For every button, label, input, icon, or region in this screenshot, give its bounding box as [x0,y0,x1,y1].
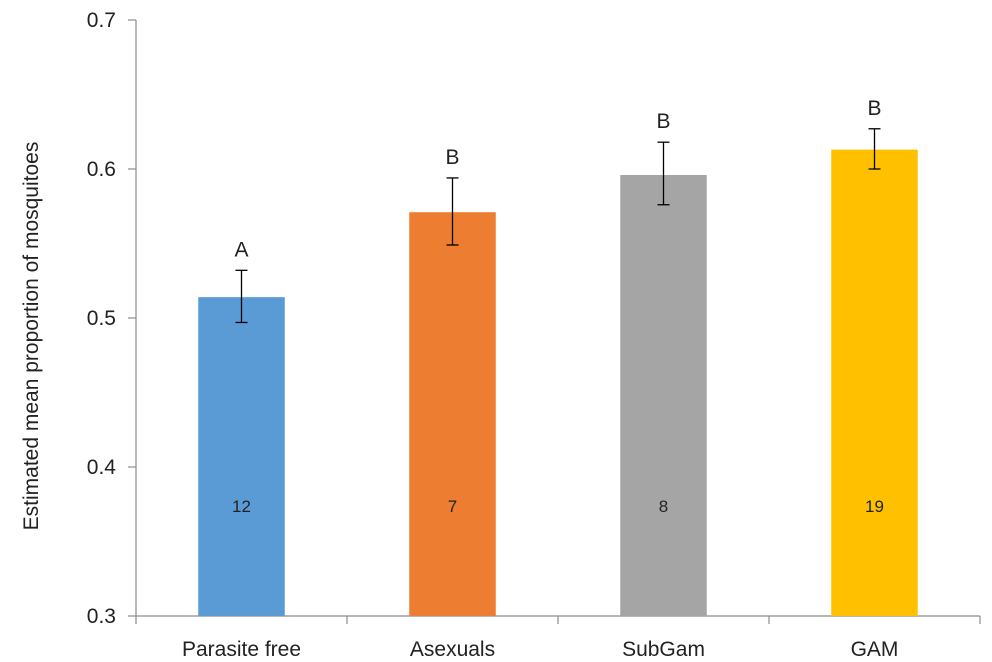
sample-size-label: 19 [865,497,884,516]
bar [831,149,918,616]
sample-size-label: 12 [232,497,251,516]
x-category-label: GAM [851,638,899,661]
sample-size-label: 8 [659,497,668,516]
x-category-label: SubGam [622,638,705,661]
y-tick-label: 0.3 [87,605,116,628]
y-tick-label: 0.5 [87,307,116,330]
y-tick-label: 0.6 [87,158,116,181]
significance-label: B [867,97,881,120]
significance-label: B [445,146,459,169]
sample-size-label: 7 [448,497,457,516]
bar [620,174,707,616]
x-category-label: Parasite free [182,638,301,661]
significance-label: A [234,238,248,261]
bar [198,297,285,616]
significance-label: B [656,110,670,133]
x-axis: Parasite free Asexuals SubGam GAM [135,615,981,661]
x-category-label: Asexuals [410,638,495,661]
y-tick-label: 0.4 [87,456,117,479]
bars: A 12 B 7 B 8 B 19 [198,97,918,616]
bar [409,212,496,616]
y-axis-title: Estimated mean proportion of mosquitoes [20,142,43,531]
y-axis: 0.3 0.4 0.5 0.6 0.7 [87,9,137,628]
y-tick-label: 0.7 [87,9,116,32]
